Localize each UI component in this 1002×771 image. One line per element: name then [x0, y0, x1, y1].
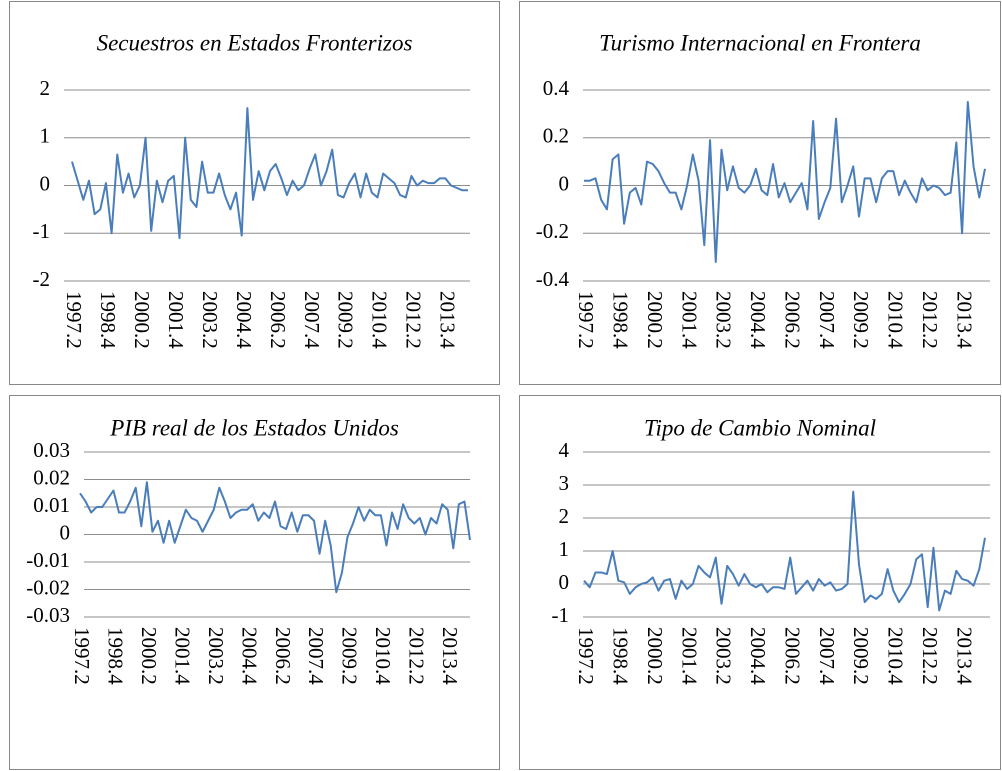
y-tick-label: 0.2 — [543, 124, 569, 148]
x-tick-label: 2006.2 — [271, 627, 295, 685]
data-line — [584, 100, 986, 263]
x-tick-label: 2001.4 — [170, 627, 194, 685]
x-tick-label: 2001.4 — [677, 627, 701, 685]
y-tick-label: 1 — [559, 537, 570, 561]
x-tick-label: 2012.2 — [402, 291, 426, 349]
y-tick-label: -1 — [33, 219, 51, 243]
x-tick-label: 2009.2 — [334, 291, 358, 349]
y-tick-label: 0.01 — [33, 493, 70, 517]
y-tick-label: 0 — [60, 520, 71, 544]
x-tick-label: 2007.4 — [815, 291, 839, 349]
y-tick-label: 0.4 — [543, 76, 570, 100]
x-tick-label: 2010.4 — [371, 627, 395, 685]
chart-panel: PIB real de los Estados Unidos -0.03 -0.02… — [9, 395, 500, 770]
x-tick-label: 2013.4 — [438, 627, 462, 685]
x-tick-label: 1998.4 — [96, 291, 120, 349]
x-tick-label: 2010.4 — [884, 627, 908, 685]
data-line — [583, 490, 986, 612]
x-tick-label: 1997.2 — [62, 291, 86, 349]
chart-panel: Tipo de Cambio Nominal -1 0 1 2 3 4 1997.2 1998.… — [519, 395, 1001, 770]
y-tick-label: -2 — [33, 267, 51, 291]
x-tick-label: 2012.2 — [404, 627, 428, 685]
x-tick-label: 2004.4 — [232, 291, 256, 349]
y-tick-label: 0.02 — [33, 465, 70, 489]
x-tick-label: 2006.2 — [266, 291, 290, 349]
x-tick-label: 2003.2 — [204, 627, 228, 685]
x-tick-label: 2003.2 — [712, 291, 736, 349]
x-tick-label: 2010.4 — [368, 291, 392, 349]
x-tick-label: 2000.2 — [643, 291, 667, 349]
chart-title: Secuestros en Estados Fronterizos — [97, 30, 413, 55]
x-tick-label: 2004.4 — [237, 627, 261, 685]
y-tick-label: -0.4 — [536, 267, 570, 291]
y-tick-label: -1 — [552, 603, 570, 627]
x-tick-label: 2004.4 — [746, 627, 770, 685]
x-tick-label: 1997.2 — [574, 627, 598, 685]
x-tick-label: 1998.4 — [609, 627, 633, 685]
chart-panel: Secuestros en Estados Fronterizos -2 -1 0 1 2… — [9, 1, 500, 385]
x-tick-label: 2006.2 — [780, 627, 804, 685]
y-tick-label: 0 — [559, 171, 570, 195]
y-tick-label: 0 — [40, 171, 51, 195]
y-tick-label: 4 — [559, 438, 570, 462]
x-tick-label: 2013.4 — [952, 627, 976, 685]
y-tick-label: 2 — [40, 76, 51, 100]
chart-title: Turismo Internacional en Frontera — [599, 30, 921, 55]
x-tick-label: 2012.2 — [918, 291, 942, 349]
x-tick-label: 2000.2 — [130, 291, 154, 349]
x-tick-label: 2007.4 — [300, 291, 324, 349]
y-tick-label: -0.01 — [26, 548, 70, 572]
x-tick-label: 2000.2 — [137, 627, 161, 685]
x-tick-label: 2007.4 — [304, 627, 328, 685]
x-tick-label: 2006.2 — [780, 291, 804, 349]
x-tick-label: 2003.2 — [198, 291, 222, 349]
x-tick-label: 2013.4 — [436, 291, 460, 349]
y-tick-label: -0.03 — [26, 603, 70, 627]
x-tick-label: 2010.4 — [884, 291, 908, 349]
chart-title: Tipo de Cambio Nominal — [644, 415, 876, 440]
x-tick-label: 2003.2 — [712, 627, 736, 685]
y-tick-label: 1 — [40, 124, 51, 148]
x-tick-label: 2000.2 — [643, 627, 667, 685]
x-tick-label: 1997.2 — [574, 291, 598, 349]
x-tick-label: 1998.4 — [104, 627, 128, 685]
y-tick-label: 3 — [559, 471, 570, 495]
panel-border — [519, 395, 1001, 770]
x-tick-label: 1998.4 — [609, 291, 633, 349]
x-tick-label: 2001.4 — [677, 291, 701, 349]
x-tick-label: 2009.2 — [338, 627, 362, 685]
x-tick-label: 2001.4 — [164, 291, 188, 349]
x-tick-label: 2009.2 — [849, 291, 873, 349]
x-tick-label: 1997.2 — [70, 627, 94, 685]
y-tick-label: -0.2 — [536, 219, 569, 243]
x-tick-label: 2004.4 — [746, 291, 770, 349]
panel-border — [9, 395, 500, 770]
y-tick-label: 2 — [559, 504, 570, 528]
data-line — [79, 481, 471, 594]
y-tick-label: 0 — [559, 570, 570, 594]
x-tick-label: 2012.2 — [918, 627, 942, 685]
x-tick-label: 2013.4 — [952, 291, 976, 349]
y-tick-label: 0.03 — [33, 438, 70, 462]
y-tick-label: -0.02 — [26, 575, 70, 599]
chart-title: PIB real de los Estados Unidos — [109, 415, 399, 440]
x-tick-label: 2007.4 — [815, 627, 839, 685]
chart-panel: Turismo Internacional en Frontera -0.4 -0.… — [519, 1, 1001, 385]
x-tick-label: 2009.2 — [849, 627, 873, 685]
data-line — [71, 107, 468, 240]
